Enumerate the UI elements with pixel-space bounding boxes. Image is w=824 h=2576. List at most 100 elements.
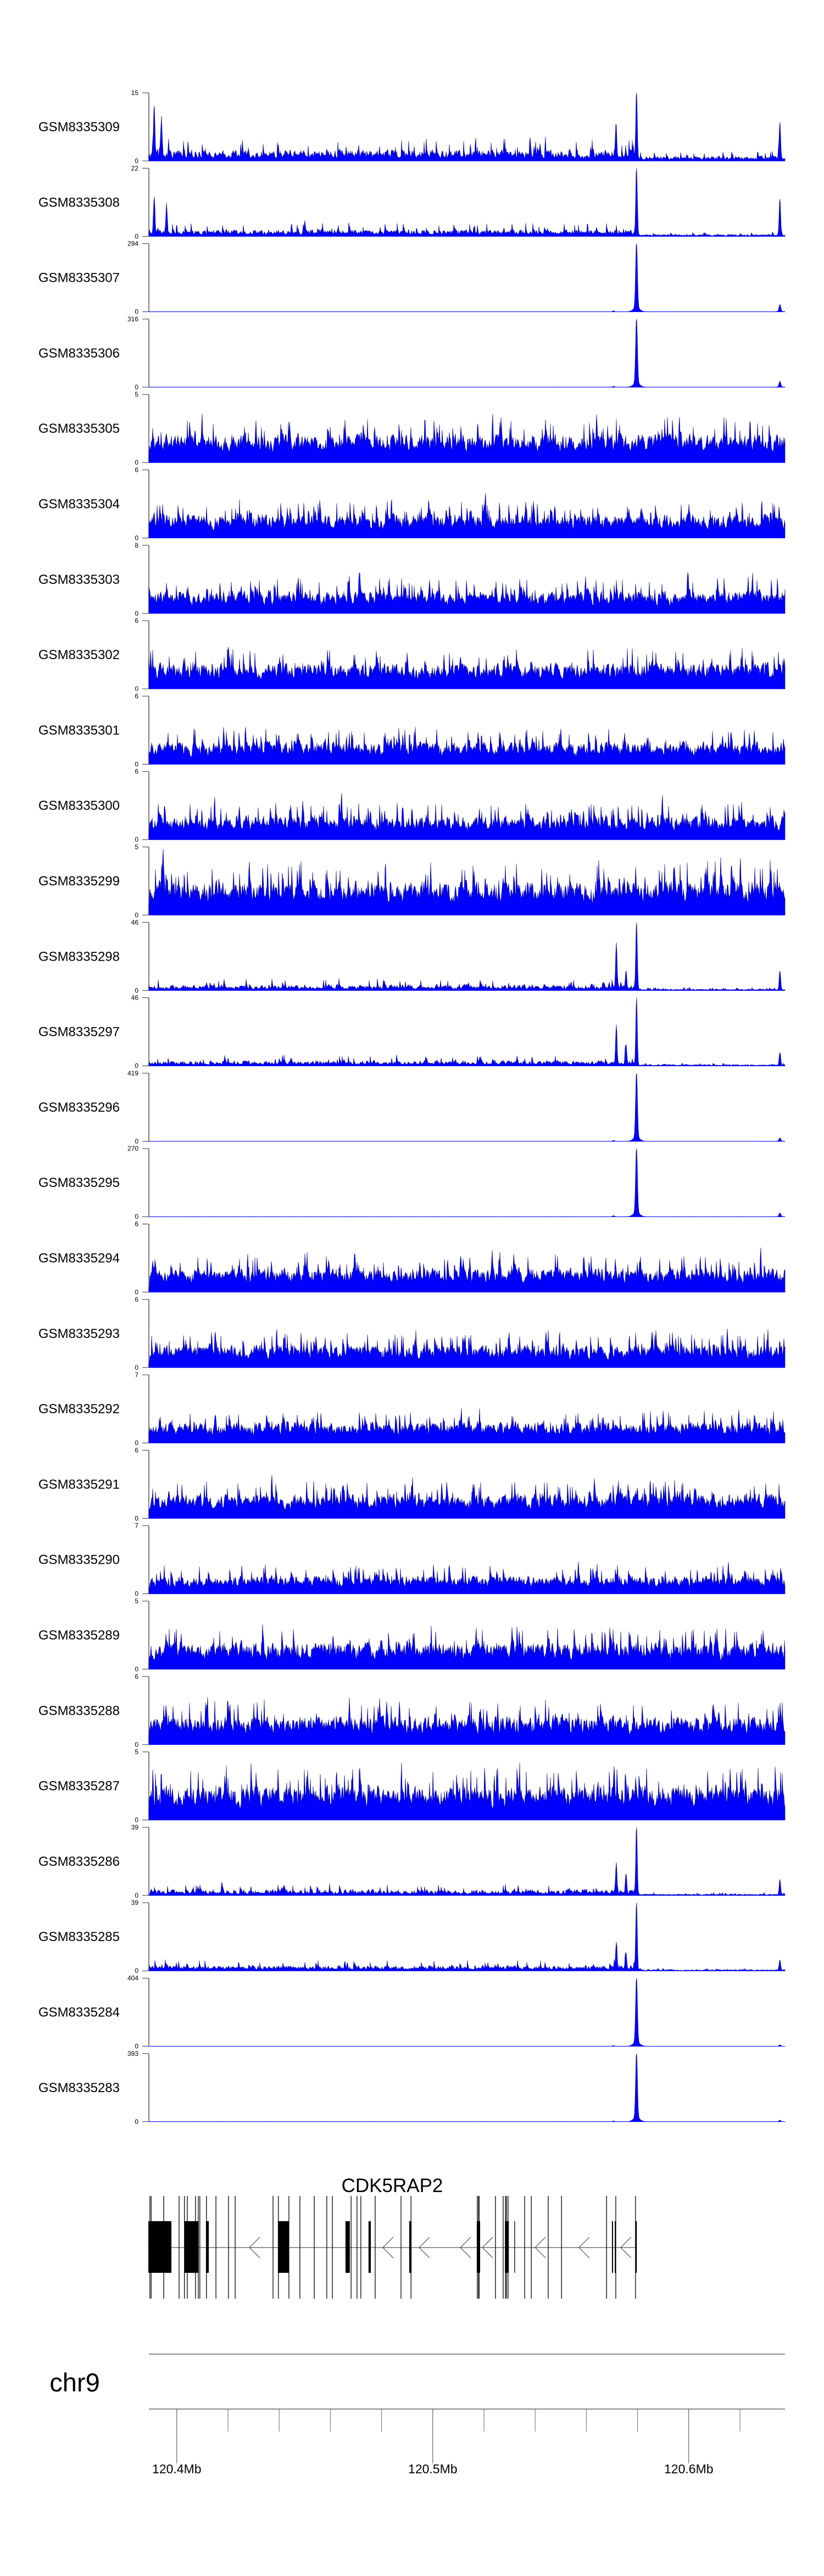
track-label: GSM8335302 xyxy=(38,648,120,662)
signal-area xyxy=(148,1827,786,1896)
strand-arrow-icon xyxy=(482,2237,493,2259)
exon-box xyxy=(635,2221,637,2273)
gene-name: CDK5RAP2 xyxy=(342,2175,443,2196)
track-label: GSM8335308 xyxy=(38,195,120,210)
y-tick-label-min: 0 xyxy=(135,383,138,391)
signal-area xyxy=(148,922,786,991)
track-label: GSM8335303 xyxy=(38,572,120,587)
track-label: GSM8335292 xyxy=(38,1402,120,1417)
y-tick-label-min: 0 xyxy=(135,308,138,316)
signal-area xyxy=(148,1475,786,1519)
major-tick-label: 120.6Mb xyxy=(664,2462,714,2476)
signal-area xyxy=(148,1978,786,2047)
y-tick-label-max: 8 xyxy=(135,542,138,549)
major-tick-label: 120.5Mb xyxy=(408,2462,458,2476)
track-label: GSM8335295 xyxy=(38,1175,120,1190)
y-tick-label-max: 393 xyxy=(127,2050,138,2058)
y-tick-label-max: 5 xyxy=(135,1597,138,1605)
y-tick-label-max: 6 xyxy=(135,617,138,625)
track-label: GSM8335285 xyxy=(38,1930,120,1944)
y-tick-label-min: 0 xyxy=(135,911,138,919)
y-tick-label-min: 0 xyxy=(135,1816,138,1824)
exon-box xyxy=(409,2221,412,2273)
y-tick-label-min: 0 xyxy=(135,1439,138,1447)
y-tick-label-max: 270 xyxy=(127,1145,138,1152)
signal-area xyxy=(148,1697,786,1745)
signal-area xyxy=(148,414,786,463)
y-tick-label-max: 7 xyxy=(135,1522,138,1530)
y-tick-label-max: 46 xyxy=(131,918,139,926)
y-tick-label-max: 6 xyxy=(135,1672,138,1680)
track-GSM8335301: GSM8335301 6 0 xyxy=(38,692,786,768)
track-GSM8335294: GSM8335294 6 0 xyxy=(38,1220,786,1296)
y-tick-label-min: 0 xyxy=(135,1514,138,1522)
track-GSM8335286: GSM8335286 39 0 xyxy=(38,1824,786,1899)
y-tick-label-min: 0 xyxy=(135,2118,138,2126)
signal-area xyxy=(148,572,786,614)
track-GSM8335305: GSM8335305 5 0 xyxy=(38,391,786,466)
y-tick-label-max: 6 xyxy=(135,768,138,776)
track-label: GSM8335301 xyxy=(38,723,120,738)
y-tick-label-min: 0 xyxy=(135,986,138,994)
y-tick-label-max: 316 xyxy=(127,315,138,323)
y-tick-label-min: 0 xyxy=(135,1062,138,1070)
signal-area xyxy=(148,1073,786,1142)
signal-tracks: GSM8335309150GSM8335308220GSM83353072940… xyxy=(38,89,786,2126)
track-GSM8335284: GSM8335284 404 0 xyxy=(38,1975,786,2050)
track-label: GSM8335300 xyxy=(38,799,120,813)
signal-area xyxy=(148,727,786,765)
track-GSM8335289: GSM8335289 5 0 xyxy=(38,1597,786,1673)
y-tick-label-max: 46 xyxy=(131,994,139,1002)
strand-arrow-icon xyxy=(382,2237,394,2259)
signal-area xyxy=(148,493,786,538)
track-GSM8335299: GSM8335299 5 0 xyxy=(38,843,786,919)
y-tick-label-min: 0 xyxy=(135,534,138,542)
y-tick-label-min: 0 xyxy=(135,1967,138,1975)
track-GSM8335298: GSM8335298 46 0 xyxy=(38,918,786,994)
y-tick-label-max: 15 xyxy=(131,89,139,97)
track-GSM8335297: GSM8335297 46 0 xyxy=(38,994,786,1070)
track-label: GSM8335283 xyxy=(38,2081,120,2095)
genome-axis: chr9 120.4Mb 120.5Mb 120.6Mb xyxy=(49,2354,785,2476)
signal-area xyxy=(148,92,786,161)
track-label: GSM8335290 xyxy=(38,1553,120,1568)
y-tick-label-max: 5 xyxy=(135,1748,138,1756)
strand-arrow-icon xyxy=(249,2237,260,2259)
track-GSM8335292: GSM8335292 7 0 xyxy=(38,1371,786,1447)
signal-area xyxy=(148,849,786,916)
strand-arrow-icon xyxy=(535,2237,546,2259)
track-label: GSM8335299 xyxy=(38,874,120,889)
y-tick-label-max: 6 xyxy=(135,1296,138,1303)
major-tick-label: 120.4Mb xyxy=(152,2462,202,2476)
track-label: GSM8335298 xyxy=(38,949,120,964)
exon-box xyxy=(148,2221,172,2273)
exon-box xyxy=(505,2221,509,2273)
track-GSM8335306: GSM8335306 316 0 xyxy=(38,315,786,391)
track-GSM8335303: GSM8335303 8 0 xyxy=(38,542,786,617)
y-tick-label-max: 6 xyxy=(135,692,138,700)
track-GSM8335291: GSM8335291 6 0 xyxy=(38,1446,786,1522)
signal-area xyxy=(148,1328,786,1368)
exon-box xyxy=(611,2221,613,2273)
track-label: GSM8335284 xyxy=(38,2005,120,2020)
y-tick-label-max: 22 xyxy=(131,164,139,172)
signal-area xyxy=(148,1247,786,1292)
y-tick-label-max: 6 xyxy=(135,1446,138,1454)
y-tick-label-min: 0 xyxy=(135,157,138,165)
track-GSM8335293: GSM8335293 6 0 xyxy=(38,1296,786,1371)
track-GSM8335304: GSM8335304 6 0 xyxy=(38,466,786,542)
y-tick-label-min: 0 xyxy=(135,610,138,617)
signal-area xyxy=(148,1763,786,1820)
signal-area xyxy=(148,1562,786,1594)
track-label: GSM8335305 xyxy=(38,421,120,436)
y-tick-label-max: 5 xyxy=(135,843,138,851)
track-GSM8335296: GSM8335296 419 0 xyxy=(38,1069,786,1145)
signal-area xyxy=(148,646,786,689)
signal-area xyxy=(148,168,786,237)
chromosome-label: chr9 xyxy=(49,2368,99,2397)
exon-box xyxy=(184,2221,199,2273)
track-GSM8335283: GSM8335283 393 0 xyxy=(38,2050,786,2126)
y-tick-label-min: 0 xyxy=(135,1138,138,1145)
y-tick-label-max: 5 xyxy=(135,391,138,398)
y-tick-label-max: 39 xyxy=(131,1824,139,1831)
